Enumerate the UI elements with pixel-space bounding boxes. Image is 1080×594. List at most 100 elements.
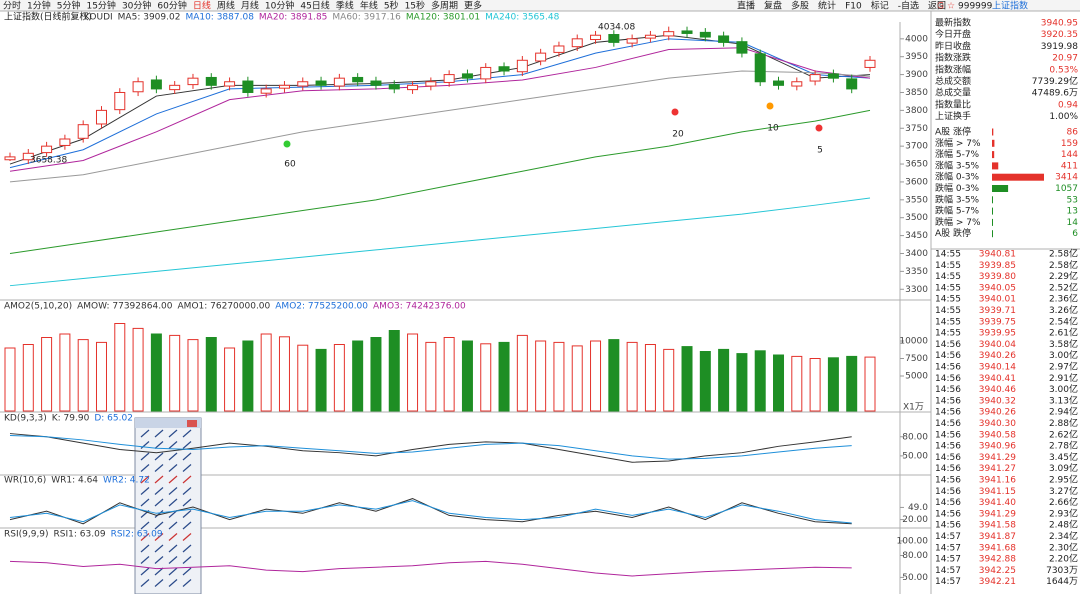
- quote-label: 总成交量: [935, 87, 971, 99]
- tool-button[interactable]: 标记: [871, 0, 889, 12]
- period-tab[interactable]: 周线: [217, 0, 235, 12]
- period-tab[interactable]: 更多: [464, 0, 482, 12]
- tool-icon[interactable]: [154, 533, 164, 541]
- period-tab[interactable]: 45日线: [300, 0, 329, 12]
- period-tab[interactable]: 5分钟: [57, 0, 81, 12]
- tool-icon[interactable]: [182, 475, 192, 484]
- tool-icon[interactable]: [182, 567, 192, 576]
- period-tab[interactable]: 分时: [3, 0, 21, 12]
- tool-icon[interactable]: [140, 556, 150, 564]
- tool-icon[interactable]: [140, 521, 150, 530]
- tick-volume: 1644万: [1046, 577, 1078, 587]
- tool-icon[interactable]: [140, 475, 150, 484]
- tool-icon[interactable]: [140, 567, 150, 576]
- tool-icon[interactable]: [168, 510, 178, 518]
- tool-icon[interactable]: [154, 510, 164, 518]
- tool-icon[interactable]: [182, 544, 192, 553]
- period-tab[interactable]: 多周期: [431, 0, 458, 12]
- tool-icon[interactable]: [154, 579, 164, 587]
- tool-button[interactable]: 多股: [791, 0, 809, 12]
- tool-icon[interactable]: [168, 567, 178, 576]
- volume-bar: [4, 347, 16, 412]
- annotation: 60: [284, 160, 296, 170]
- period-tab[interactable]: 1分钟: [27, 0, 51, 12]
- tool-icon[interactable]: [168, 452, 178, 461]
- tool-icon[interactable]: [140, 441, 150, 449]
- tool-button[interactable]: 返回: [928, 0, 946, 12]
- period-tab[interactable]: 30分钟: [122, 0, 151, 12]
- tool-icon[interactable]: [154, 567, 164, 576]
- tool-icon[interactable]: [182, 579, 192, 587]
- period-tab[interactable]: 15秒: [405, 0, 425, 12]
- volume-bar: [242, 340, 254, 412]
- tool-icon[interactable]: [182, 452, 192, 461]
- tool-icon[interactable]: [140, 487, 150, 495]
- tool-icon[interactable]: [140, 464, 150, 472]
- tool-button[interactable]: 直播: [737, 0, 755, 12]
- tool-icon[interactable]: [168, 487, 178, 495]
- tool-icon[interactable]: [182, 498, 192, 507]
- tool-icon[interactable]: [140, 579, 150, 587]
- period-tab[interactable]: 60分钟: [157, 0, 186, 12]
- period-tab[interactable]: 10分钟: [265, 0, 294, 12]
- tool-icon[interactable]: [168, 441, 178, 449]
- y-tick-label: 4000: [905, 34, 928, 44]
- period-tab[interactable]: 月线: [241, 0, 259, 12]
- period-tab[interactable]: 年线: [360, 0, 378, 12]
- tool-icon[interactable]: [154, 429, 164, 438]
- tool-button[interactable]: 复盘: [764, 0, 782, 12]
- tick-volume: 2.30亿: [1049, 541, 1078, 553]
- tool-icon[interactable]: [168, 429, 178, 438]
- tool-icon[interactable]: [168, 544, 178, 553]
- tick-volume: 3.13亿: [1049, 394, 1078, 406]
- tick-time: 14:55: [935, 306, 961, 316]
- tool-icon[interactable]: [182, 521, 192, 530]
- tool-icon[interactable]: [154, 521, 164, 530]
- candle-body: [535, 52, 547, 62]
- tool-icon[interactable]: [168, 579, 178, 587]
- tool-icon[interactable]: [182, 429, 192, 438]
- volume-bar: [516, 334, 528, 412]
- period-tab[interactable]: 5秒: [384, 0, 399, 12]
- period-tab[interactable]: 日线: [193, 0, 211, 12]
- tool-icon[interactable]: [182, 487, 192, 495]
- tool-icon[interactable]: [154, 487, 164, 495]
- tool-icon[interactable]: [154, 441, 164, 449]
- annotation: 4034.08: [598, 23, 635, 33]
- quote-label: 总成交额: [935, 75, 971, 87]
- tool-icon[interactable]: [182, 533, 192, 541]
- tool-icon[interactable]: [154, 464, 164, 472]
- tool-icon[interactable]: [154, 498, 164, 507]
- period-tab[interactable]: 季线: [336, 0, 354, 12]
- tool-icon[interactable]: [140, 498, 150, 507]
- tool-icon[interactable]: [140, 429, 150, 438]
- tool-icon[interactable]: [154, 452, 164, 461]
- palette-close[interactable]: [187, 420, 197, 427]
- tool-button[interactable]: F10: [845, 2, 862, 12]
- tool-icon[interactable]: [168, 475, 178, 484]
- tool-icon[interactable]: [168, 533, 178, 541]
- tool-button[interactable]: 统计: [818, 0, 836, 12]
- breadth-value: 3414: [1055, 173, 1078, 183]
- volume-bar: [553, 341, 565, 412]
- tool-icon[interactable]: [168, 498, 178, 507]
- tool-icon[interactable]: [182, 441, 192, 449]
- volume-bar: [754, 350, 766, 412]
- period-tab[interactable]: 15分钟: [86, 0, 115, 12]
- tool-icon[interactable]: [154, 556, 164, 564]
- tool-icon[interactable]: [140, 452, 150, 461]
- tool-icon[interactable]: [140, 544, 150, 553]
- tool-icon[interactable]: [140, 533, 150, 541]
- tick-price: 3942.88: [979, 555, 1016, 565]
- tool-icon[interactable]: [182, 556, 192, 564]
- tool-icon[interactable]: [182, 464, 192, 472]
- tool-icon[interactable]: [168, 521, 178, 530]
- tool-button[interactable]: -自选: [898, 0, 919, 12]
- tool-icon[interactable]: [154, 475, 164, 484]
- tool-icon[interactable]: [154, 544, 164, 553]
- tool-icon[interactable]: [168, 556, 178, 564]
- tool-icon[interactable]: [182, 510, 192, 518]
- signal-icon: [671, 108, 679, 116]
- tool-icon[interactable]: [168, 464, 178, 472]
